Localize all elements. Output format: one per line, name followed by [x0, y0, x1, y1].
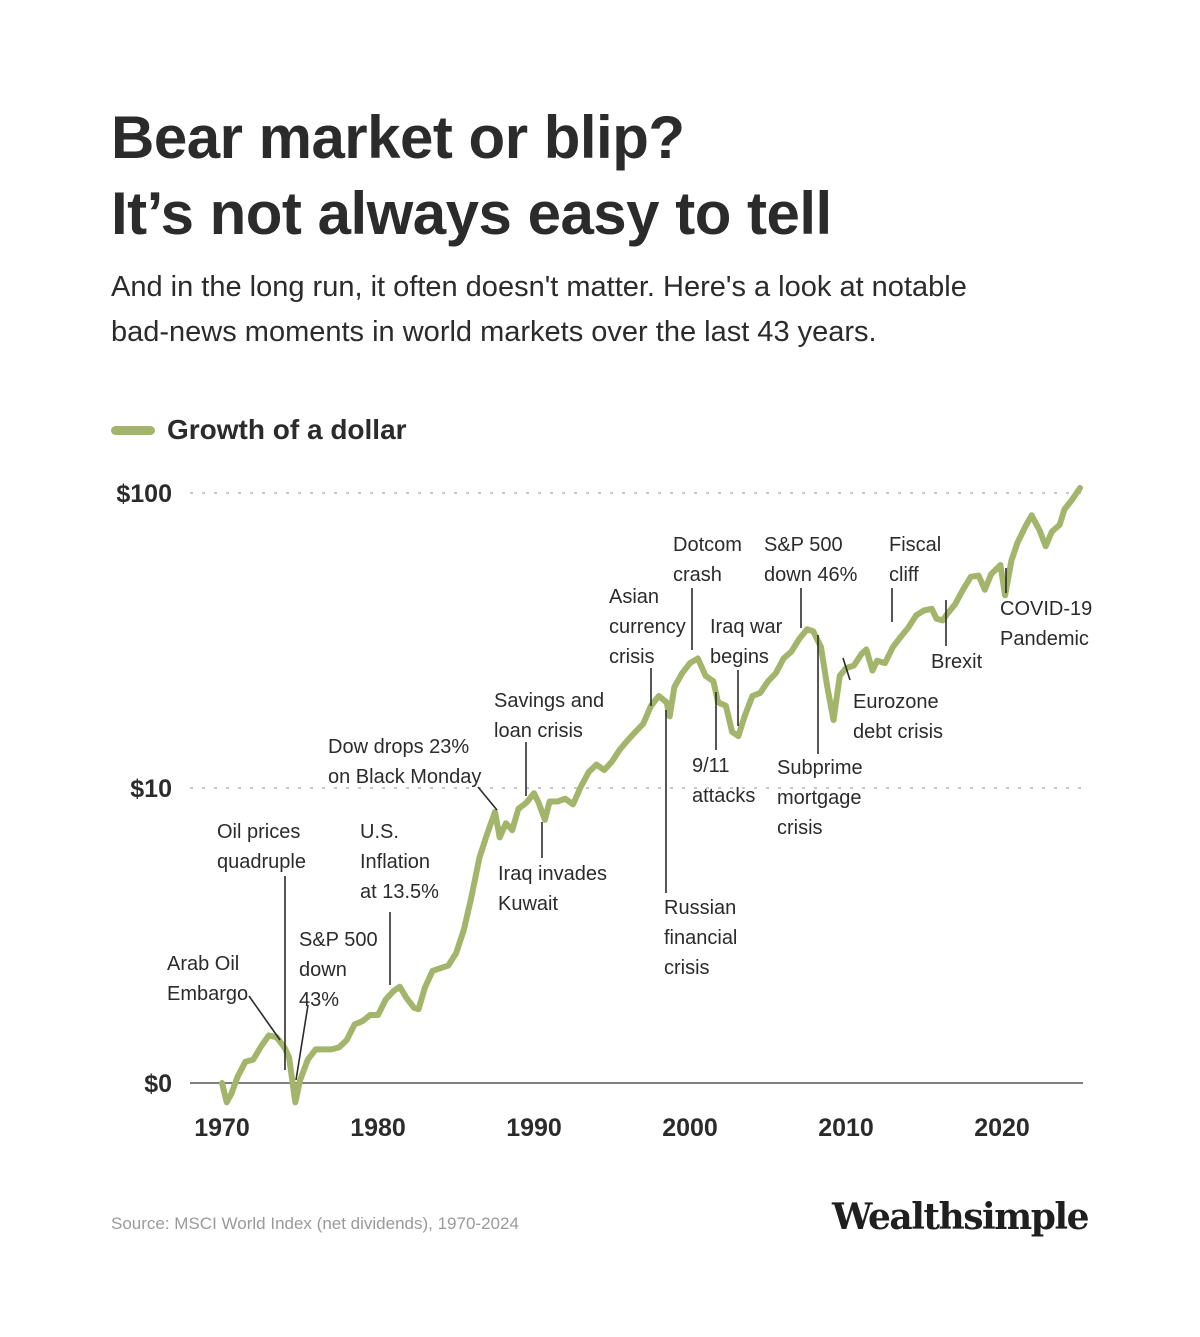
- annotation-label-line: Subprime: [777, 757, 863, 779]
- annotation-label: Brexit: [931, 651, 983, 673]
- y-tick-label: $0: [144, 1070, 172, 1098]
- annotation-label: Russian financial crisis: [664, 897, 737, 979]
- annotation-label-line: Russian: [664, 897, 736, 919]
- annotation-label-line: debt crisis: [853, 721, 943, 743]
- annotation-label-line: Arab Oil: [167, 953, 239, 975]
- annotation-label-line: Dotcom: [673, 534, 742, 556]
- annotation-label: Asian currency crisis: [609, 586, 686, 668]
- annotation-label: Eurozone debt crisis: [853, 691, 943, 743]
- annotation-label: Subprime mortgage crisis: [777, 757, 863, 839]
- x-tick-label: 2000: [662, 1114, 718, 1142]
- annotation-leader-line: [248, 995, 281, 1041]
- title-line-1: Bear market or blip?: [111, 104, 685, 171]
- annotation-label-line: attacks: [692, 785, 755, 807]
- annotation-label-line: on Black Monday: [328, 766, 481, 788]
- annotation-label-line: Fiscal: [889, 534, 941, 556]
- page-title: Bear market or blip? It’s not always eas…: [111, 100, 1111, 252]
- source-note: Source: MSCI World Index (net dividends)…: [111, 1214, 519, 1233]
- annotation-label: Dow drops 23% on Black Monday: [328, 736, 481, 788]
- annotation-label-line: 9/11: [692, 755, 729, 777]
- annotation-label: S&P 500 down 43%: [299, 929, 378, 1011]
- legend-label: Growth of a dollar: [167, 414, 407, 445]
- wealthsimple-logo: Wealthsimple: [832, 1196, 1090, 1238]
- annotation-label: Iraq invades Kuwait: [498, 863, 607, 915]
- annotation-label-line: down: [299, 959, 347, 981]
- chart-legend: Growth of a dollar: [111, 412, 407, 448]
- annotation-label-line: Inflation: [360, 851, 430, 873]
- annotation-label: Dotcom crash: [673, 534, 742, 586]
- annotation-leader-line: [295, 1004, 309, 1081]
- annotation-label-line: crisis: [609, 646, 655, 668]
- annotation-label-line: crisis: [664, 957, 710, 979]
- annotation-label-line: down 46%: [764, 564, 858, 586]
- annotation-label-line: quadruple: [217, 851, 306, 873]
- annotation-label-line: Asian: [609, 586, 659, 608]
- title-line-2: It’s not always easy to tell: [111, 180, 832, 247]
- annotation-leader-line: [842, 657, 851, 681]
- annotation-label-line: Kuwait: [498, 893, 558, 915]
- annotation-label: 9/11 attacks: [692, 755, 755, 807]
- y-tick-label: $10: [130, 775, 172, 803]
- x-tick-label: 1980: [350, 1114, 406, 1142]
- x-tick-label: 2020: [974, 1114, 1030, 1142]
- annotation-label-line: S&P 500: [764, 534, 843, 556]
- growth-of-a-dollar-line: [219, 485, 1083, 1106]
- annotation-label-line: financial: [664, 927, 737, 949]
- annotation-label: Savings and loan crisis: [494, 690, 604, 742]
- annotation-label-line: Oil prices: [217, 821, 300, 843]
- annotation-label-line: Dow drops 23%: [328, 736, 469, 758]
- legend-swatch: [111, 425, 155, 435]
- annotation-label-line: Pandemic: [1000, 628, 1089, 650]
- x-tick-label: 1990: [506, 1114, 562, 1142]
- x-tick-label: 2010: [818, 1114, 874, 1142]
- annotation-label-line: mortgage: [777, 787, 862, 809]
- annotation-label-line: Brexit: [931, 651, 983, 673]
- subtitle-line-2: bad-news moments in world markets over t…: [111, 316, 877, 348]
- annotation-label-line: crisis: [777, 817, 823, 839]
- x-tick-label: 1970: [194, 1114, 250, 1142]
- annotation-label-line: Iraq invades: [498, 863, 607, 885]
- annotation-label-line: U.S.: [360, 821, 399, 843]
- annotation-label: U.S. Inflation at 13.5%: [360, 821, 439, 903]
- annotation-label-line: S&P 500: [299, 929, 378, 951]
- annotation-label: Iraq war begins: [710, 616, 783, 668]
- page-subtitle: And in the long run, it often doesn't ma…: [111, 265, 1111, 355]
- annotation-label: COVID-19 Pandemic: [1000, 598, 1092, 650]
- annotation-label-line: COVID-19: [1000, 598, 1092, 620]
- annotation-label: Arab Oil Embargo: [167, 953, 248, 1005]
- subtitle-line-1: And in the long run, it often doesn't ma…: [111, 271, 967, 303]
- annotation-label-line: Savings and: [494, 690, 604, 712]
- annotation-label-line: 43%: [299, 989, 339, 1011]
- annotation-label: Oil prices quadruple: [217, 821, 306, 873]
- annotation-leader-line: [477, 786, 498, 811]
- annotation-label-line: currency: [609, 616, 686, 638]
- annotation-label-line: crash: [673, 564, 722, 586]
- annotation-label-line: cliff: [889, 564, 919, 586]
- annotation-label-line: at 13.5%: [360, 881, 439, 903]
- annotation-label: Fiscal cliff: [889, 534, 941, 586]
- annotation-label-line: Eurozone: [853, 691, 939, 713]
- annotation-label-line: loan crisis: [494, 720, 583, 742]
- annotation-label-line: begins: [710, 646, 769, 668]
- annotation-label-line: Embargo: [167, 983, 248, 1005]
- annotation-label-line: Iraq war: [710, 616, 783, 638]
- y-tick-label: $100: [116, 480, 172, 508]
- annotation-label: S&P 500 down 46%: [764, 534, 858, 586]
